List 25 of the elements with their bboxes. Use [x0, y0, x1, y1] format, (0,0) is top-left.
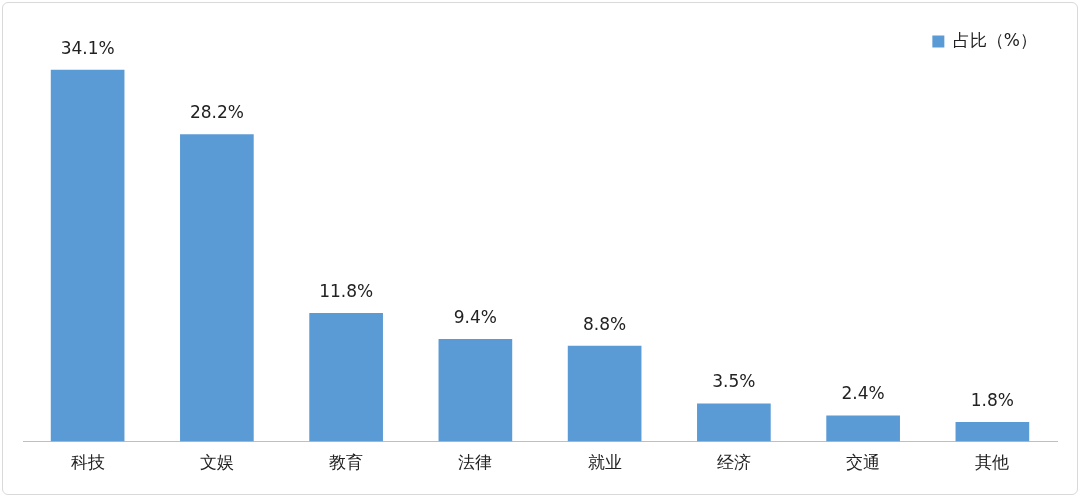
bar	[826, 415, 900, 442]
x-tick-label: 科技	[70, 452, 105, 473]
bar	[438, 339, 513, 442]
x-tick-label: 教育	[329, 452, 364, 473]
data-label: 34.1%	[60, 37, 115, 58]
data-label: 8.8%	[583, 313, 627, 334]
bar	[955, 421, 1030, 442]
bar	[180, 134, 254, 442]
x-tick-label: 其他	[975, 452, 1010, 473]
bar	[50, 69, 125, 442]
bar	[309, 312, 383, 442]
x-tick-label: 交通	[846, 452, 881, 473]
data-label: 28.2%	[189, 102, 244, 123]
legend-label: 占比（%）	[952, 29, 1037, 50]
data-label: 2.4%	[841, 383, 885, 404]
x-tick-label: 就业	[587, 452, 622, 473]
bar	[697, 403, 771, 442]
data-label: 3.5%	[712, 371, 756, 392]
data-label: 9.4%	[453, 307, 497, 328]
x-tick-label: 文娱	[199, 452, 234, 473]
bar	[567, 345, 642, 442]
x-tick-label: 经济	[716, 452, 751, 473]
data-label: 1.8%	[970, 389, 1014, 410]
data-label: 11.8%	[319, 280, 374, 301]
x-tick-label: 法律	[458, 452, 493, 473]
